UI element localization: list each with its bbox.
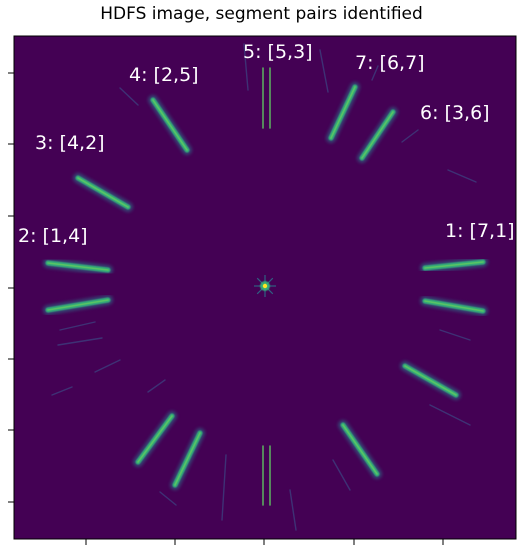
streak-5 [148,95,192,155]
faint-streak-15 [401,129,419,143]
streak-core [424,300,484,312]
streak-12 [338,420,382,479]
faint-streak-9 [221,454,227,521]
faint-streak-7 [429,404,471,426]
streak-14 [170,428,205,490]
segment-label-1: 1: [7,1] [445,220,515,242]
faint-streak-14 [371,65,379,81]
segment-label-6: 6: [3,6] [420,102,490,124]
faint-streak-11 [94,359,121,373]
faint-streak-3 [447,169,477,183]
streak-core [47,262,109,271]
bright-streaks [43,63,488,510]
faint-streak-1 [243,43,249,91]
faint-streak-17 [159,491,177,506]
streak-13 [133,411,177,467]
streak-8 [43,295,113,315]
faint-streak-10 [289,489,297,531]
axis-ticks [8,72,444,545]
streak-core [404,365,457,396]
star-core [262,283,268,289]
streak-core [361,111,394,159]
faint-streak-8 [147,379,166,393]
streak-core [152,99,188,151]
faint-streak-2 [319,49,329,93]
segment-label-4: 4: [2,5] [129,64,199,86]
streak-4 [357,107,398,163]
center-star [254,275,276,297]
segment-label-7: 7: [6,7] [355,52,425,74]
faint-streak-4 [59,321,96,331]
streak-core [77,177,129,208]
streak-core [424,261,484,269]
streak-6 [73,173,133,212]
segment-label-5: 5: [5,3] [243,41,313,63]
streak-9 [420,257,488,273]
streak-10 [420,296,488,316]
streak-3 [326,82,360,143]
segment-label-3: 3: [4,2] [35,132,105,154]
streak-7 [43,258,113,275]
segment-label-2: 2: [1,4] [18,225,88,247]
streak-core [342,424,378,475]
faint-streak-16 [332,459,351,491]
streak-core [330,86,356,139]
streak-core [47,299,109,311]
faint-streak-13 [119,87,139,106]
faint-streak-6 [439,329,471,341]
streak-core [137,415,173,463]
faint-streak-12 [51,386,73,396]
streak-11 [400,361,461,400]
streak-core [174,432,201,486]
segment-labels: 1: [7,1] 2: [1,4] 3: [4,2] 4: [2,5] 5: [… [18,41,515,247]
faint-streaks [51,43,477,531]
image-content [43,43,488,531]
plot-title: HDFS image, segment pairs identified [100,4,423,24]
faint-streak-5 [57,337,103,346]
